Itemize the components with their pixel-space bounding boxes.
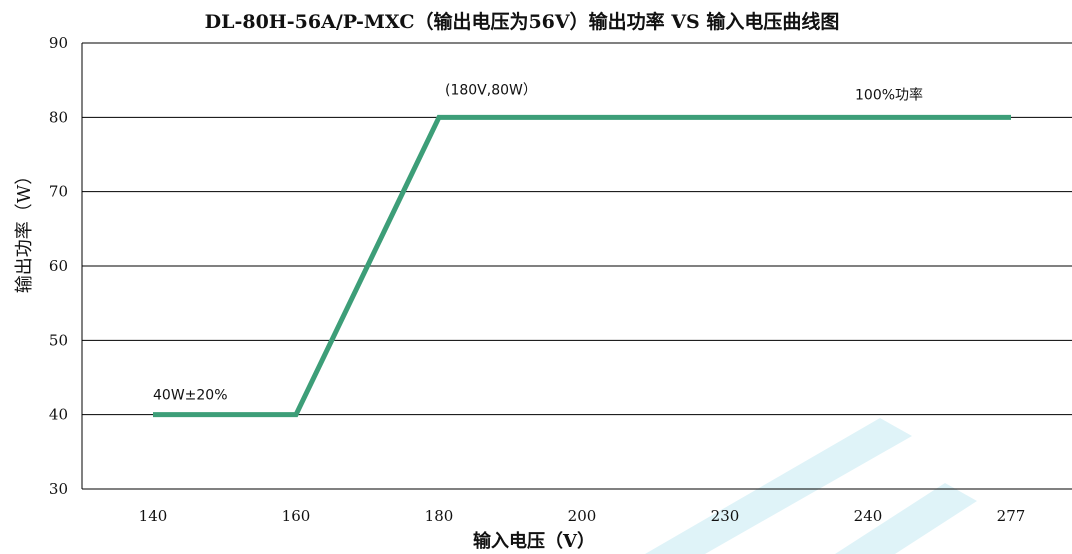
x-tick-labels: 140 160 180 200 230 240 277 bbox=[139, 507, 1026, 525]
watermark bbox=[645, 418, 977, 554]
annotations: (180V,80W） 100%功率 40W±20% bbox=[153, 82, 923, 403]
x-tick-label: 277 bbox=[997, 507, 1026, 525]
chart-title: DL-80H-56A/P-MXC（输出电压为56V）输出功率 VS 输入电压曲线… bbox=[205, 10, 840, 33]
y-tick-label: 60 bbox=[49, 257, 68, 275]
y-tick-label: 90 bbox=[49, 34, 68, 52]
series-line-0 bbox=[153, 114, 1011, 418]
x-tick-label: 200 bbox=[568, 507, 597, 525]
y-tick-label: 80 bbox=[49, 108, 68, 126]
y-tick-label: 30 bbox=[49, 480, 68, 498]
x-tick-label: 230 bbox=[711, 507, 740, 525]
y-tick-label: 40 bbox=[49, 406, 68, 424]
y-tick-labels: 30 40 50 60 70 80 90 bbox=[49, 34, 68, 498]
x-tick-label: 160 bbox=[282, 507, 311, 525]
x-tick-label: 140 bbox=[139, 507, 168, 525]
y-axis-title: 输出功率（W） bbox=[14, 167, 35, 294]
watermark-stripe bbox=[835, 483, 977, 554]
x-axis-title: 输入电压（V） bbox=[473, 530, 595, 552]
grid-lines bbox=[82, 42, 1072, 490]
watermark-stripe bbox=[645, 418, 912, 554]
x-tick-label: 180 bbox=[425, 507, 454, 525]
annotation-label: (180V,80W） bbox=[445, 82, 537, 98]
y-tick-label: 70 bbox=[49, 183, 68, 201]
y-tick-label: 50 bbox=[49, 331, 68, 349]
x-tick-label: 240 bbox=[854, 507, 883, 525]
annotation-label: 100%功率 bbox=[855, 86, 923, 103]
annotation-label: 40W±20% bbox=[153, 388, 228, 404]
series-layer bbox=[153, 114, 1011, 418]
